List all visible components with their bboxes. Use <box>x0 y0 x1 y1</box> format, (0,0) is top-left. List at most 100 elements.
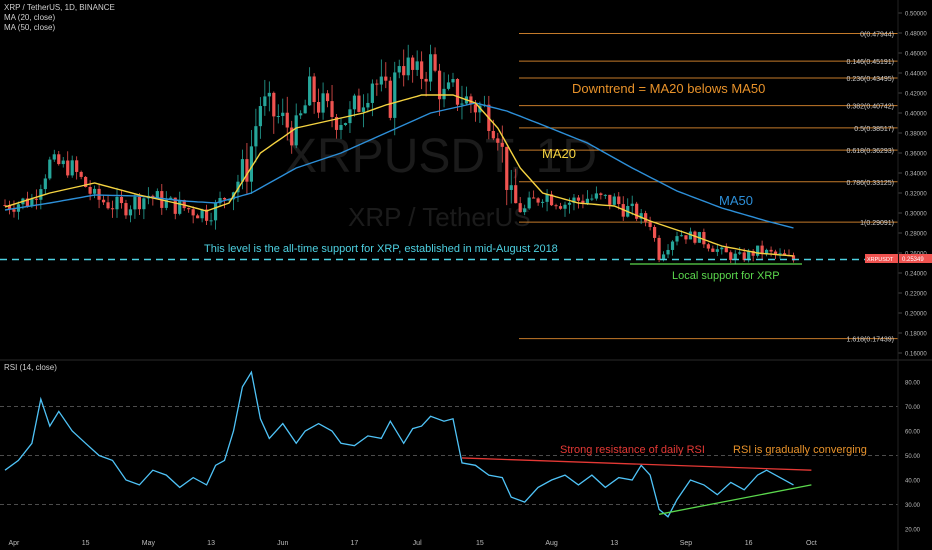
time-tick-8: Aug <box>545 540 558 547</box>
candle-body <box>747 250 751 261</box>
candle-body <box>653 226 657 238</box>
candle-body <box>3 205 7 206</box>
candle-body <box>590 198 594 200</box>
candle-body <box>491 130 495 139</box>
candle-body <box>294 115 298 146</box>
candle-body <box>523 208 527 213</box>
candle-body <box>706 244 710 249</box>
candle-body <box>679 235 684 237</box>
fib-label-4: 0.5(0.38517) <box>854 126 894 133</box>
candle-body <box>742 252 746 261</box>
candle-body <box>339 124 343 130</box>
candle-body <box>169 197 173 200</box>
rsi-legend: RSI (14, close) <box>4 363 57 373</box>
rsi-line <box>4 370 794 518</box>
candle-body <box>765 249 769 255</box>
candle-body <box>84 176 88 187</box>
fib-label-0: 0(0.47944) <box>860 32 894 39</box>
candle-body <box>330 101 334 117</box>
time-tick-12: Oct <box>806 540 817 547</box>
rsi-resistance-line <box>461 457 812 471</box>
candle-body <box>496 138 500 143</box>
candle-body <box>119 196 124 204</box>
candle-body <box>299 113 303 116</box>
candle-body <box>308 76 312 106</box>
time-tick-9: 13 <box>610 540 618 547</box>
ma50-line <box>4 102 794 229</box>
rsi-title[interactable]: RSI (14, close) <box>4 363 57 372</box>
candle-body <box>312 76 316 102</box>
candle-body <box>361 107 365 112</box>
candle-body <box>711 248 715 252</box>
candle-body <box>7 205 12 210</box>
candle-body <box>236 181 240 193</box>
price-tick-15: 0.20000 <box>905 312 927 318</box>
candle-body <box>608 194 612 205</box>
candle-body <box>30 198 34 207</box>
candle-body <box>70 160 74 176</box>
chart-title[interactable]: XRP / TetherUS, 1D, BINANCE <box>4 3 115 12</box>
annotation-rsi-resistance: Strong resistance of daily RSI <box>560 444 705 456</box>
candle-body <box>670 241 675 250</box>
indicator-ma20-label[interactable]: MA (20, close) <box>4 13 56 22</box>
candle-body <box>635 203 639 219</box>
candle-body <box>366 102 370 108</box>
candle-body <box>93 188 97 194</box>
candle-body <box>420 61 424 79</box>
symbol-badge <box>865 254 898 263</box>
candle-body <box>541 201 545 203</box>
candle-body <box>213 203 218 221</box>
price-tick-13: 0.24000 <box>905 272 927 278</box>
candle-body <box>317 101 321 113</box>
candle-body <box>57 154 61 165</box>
candle-body <box>532 197 536 199</box>
candle-body <box>702 232 706 245</box>
candle-body <box>509 185 513 190</box>
time-tick-10: Sep <box>680 540 693 547</box>
price-tick-6: 0.38000 <box>905 132 927 138</box>
rsi-tick-0: 80.00 <box>905 381 921 387</box>
candle-body <box>61 160 65 165</box>
candle-body <box>182 200 186 209</box>
candle-body <box>563 204 567 209</box>
candle-body <box>173 197 177 214</box>
candle-body <box>334 116 339 130</box>
price-tick-11: 0.28000 <box>905 232 927 238</box>
candle-body <box>549 194 554 206</box>
candle-body <box>88 186 92 194</box>
candle-body <box>442 88 446 100</box>
price-tick-9: 0.32000 <box>905 192 927 198</box>
candle-body <box>473 104 477 113</box>
candle-body <box>585 198 589 204</box>
candle-body <box>379 76 383 85</box>
price-tick-4: 0.42000 <box>905 92 927 98</box>
candle-body <box>66 160 70 176</box>
price-tick-0: 0.50000 <box>905 12 927 18</box>
candle-body <box>500 142 504 147</box>
candle-body <box>281 112 285 117</box>
price-tick-7: 0.36000 <box>905 152 927 158</box>
candle-body <box>756 245 760 256</box>
candle-body <box>142 198 146 210</box>
candle-body <box>155 191 159 198</box>
watermark-symbol: XRPUSDT, 1D <box>285 130 597 183</box>
candle-body <box>760 245 764 255</box>
candle-body <box>469 96 473 105</box>
candle-body <box>433 54 437 71</box>
candle-body <box>370 83 374 103</box>
time-tick-3: 13 <box>207 540 215 547</box>
candle-body <box>384 76 388 81</box>
candle-body <box>388 80 392 118</box>
candle-body <box>724 247 728 253</box>
candle-body <box>240 159 245 182</box>
rsi-support-line <box>658 484 812 515</box>
candle-body <box>437 70 442 100</box>
indicator-ma50-label[interactable]: MA (50, close) <box>4 23 56 32</box>
time-tick-7: 15 <box>476 540 484 547</box>
candle-body <box>191 209 195 216</box>
candle-body <box>778 253 782 255</box>
candle-body <box>536 198 540 203</box>
candle-body <box>451 79 455 83</box>
